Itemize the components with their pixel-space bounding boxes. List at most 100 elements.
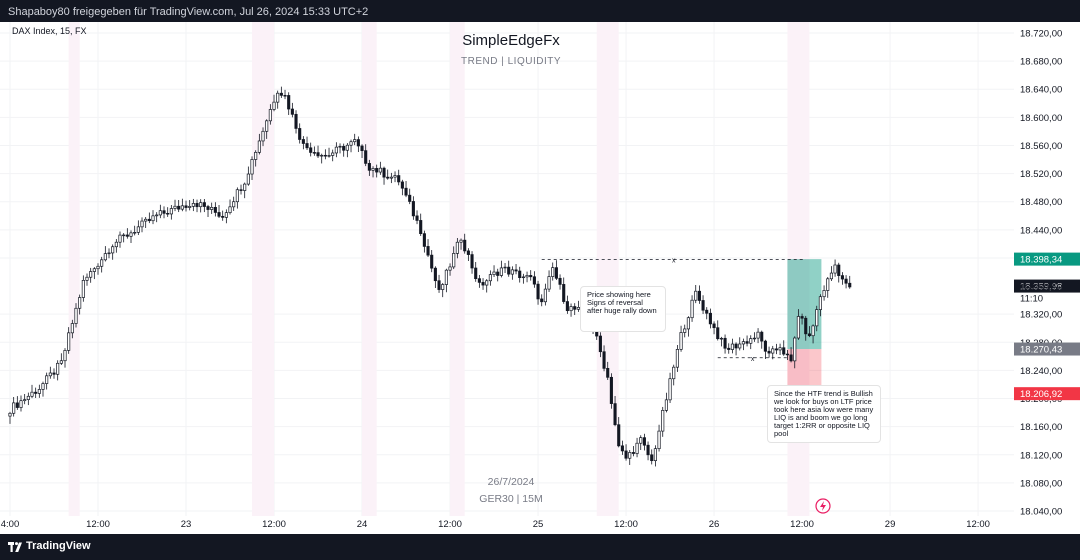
session-band — [252, 22, 275, 516]
candle-body — [265, 120, 269, 132]
price-tag-bg — [1014, 342, 1080, 356]
price-axis-canvas[interactable]: 18.720,00 18.680,00 18.640,00 18.600,00 18.5… — [1014, 22, 1080, 534]
candle-body — [96, 265, 100, 270]
price-tag-label: 18.359,50 — [1020, 282, 1062, 293]
candle-body — [411, 201, 415, 217]
candle-body — [430, 254, 434, 269]
candle-body — [719, 337, 723, 340]
candle-body — [276, 92, 280, 103]
candle-body — [840, 275, 844, 280]
candle-body — [558, 277, 562, 285]
candle-body — [705, 309, 709, 314]
candle-body — [477, 278, 481, 283]
liquidity-level-marker: x — [672, 257, 676, 264]
candle-body — [166, 212, 170, 215]
candle-body — [389, 176, 393, 179]
candle-body — [356, 139, 360, 147]
candle-body — [547, 276, 551, 290]
candle-body — [441, 284, 445, 290]
time-tick-label: 12:00 — [790, 519, 814, 530]
candle-body — [624, 450, 628, 459]
candle-body — [569, 306, 573, 312]
candle-body — [173, 205, 177, 209]
candle-body — [752, 337, 756, 340]
candle-body — [375, 168, 379, 173]
candle-body — [272, 101, 276, 110]
candle-body — [15, 402, 19, 408]
candle-body — [415, 215, 419, 221]
candle-body — [675, 349, 679, 368]
candle-body — [312, 152, 316, 154]
candle-body — [664, 399, 668, 411]
candle-body — [129, 232, 133, 237]
candle-body — [496, 271, 500, 276]
candle-body — [232, 201, 236, 208]
price-axis[interactable]: 18.720,00 18.680,00 18.640,00 18.600,00 18.5… — [1014, 22, 1080, 534]
candle-body — [782, 347, 786, 355]
price-tick-label: 18.600,00 — [1020, 113, 1062, 124]
publish-line: Shapaboy80 freigegeben für TradingView.c… — [8, 6, 369, 18]
candle-body — [848, 282, 852, 288]
chart-canvas[interactable]: xx 4:00 12:00 23 12:00 24 12:00 25 12:00 26 12:00… — [0, 22, 1014, 534]
candle-body — [316, 152, 320, 157]
symbol-label[interactable]: DAX Index, 15, FX — [12, 26, 87, 36]
candle-body — [349, 141, 353, 146]
footer-bar: TradingView — [0, 534, 1080, 560]
candle-body — [631, 452, 635, 454]
time-tick-label: 12:00 — [262, 519, 286, 530]
time-tick-label: 4:00 — [1, 519, 20, 530]
candle-body — [320, 154, 324, 157]
candle-body — [70, 323, 74, 334]
candle-body — [133, 231, 137, 234]
time-tick-label: 29 — [885, 519, 896, 530]
candle-body — [532, 276, 536, 285]
time-tick-label: 12:00 — [614, 519, 638, 530]
candle-body — [217, 212, 221, 217]
snapshot-icon[interactable] — [815, 498, 831, 514]
candle-body — [422, 233, 426, 247]
candle-body — [789, 354, 793, 362]
brand-label: TradingView — [26, 540, 91, 552]
candle-body — [771, 348, 775, 354]
candle-body — [81, 279, 85, 298]
candle-body — [210, 206, 214, 210]
candles — [8, 86, 852, 467]
candle-body — [378, 167, 382, 173]
note-reversal[interactable]: Price showing here Signs of reversal aft… — [580, 286, 666, 332]
candle-body — [85, 276, 89, 281]
time-axis: 4:00 12:00 23 12:00 24 12:00 25 12:00 26 12:00 29 1… — [1, 519, 990, 530]
candle-body — [382, 167, 386, 178]
candle-body — [353, 139, 357, 143]
candle-body — [730, 343, 734, 350]
candle-body — [114, 241, 118, 248]
candle-body — [74, 307, 78, 324]
candle-body — [507, 266, 511, 275]
candle-body — [459, 239, 463, 243]
price-tag-label: 18.359,98 — [1020, 282, 1062, 293]
candle-body — [397, 175, 401, 183]
candle-body — [243, 183, 247, 191]
candle-body — [635, 442, 639, 454]
candle-body — [426, 246, 430, 256]
candle-body — [697, 290, 701, 301]
candle-body — [708, 312, 712, 325]
candle-body — [23, 399, 27, 402]
note-htf-bias[interactable]: Since the HTF trend is Bullish we look f… — [767, 385, 881, 443]
candle-body — [529, 275, 533, 278]
candle-body — [620, 445, 624, 452]
watermark: SimpleEdgeFx TREND | LIQUIDITY 26/7/2024… — [461, 32, 561, 505]
candle-body — [452, 253, 456, 268]
candle-body — [686, 317, 690, 330]
candle-body — [653, 448, 657, 462]
candle-body — [67, 332, 71, 351]
candle-body — [279, 92, 283, 96]
candle-body — [151, 215, 155, 222]
candle-body — [609, 376, 613, 404]
candle-body — [433, 267, 437, 282]
candle-body — [598, 335, 602, 353]
candle-body — [811, 325, 815, 337]
candle-body — [408, 194, 412, 202]
price-tick-label: 18.320,00 — [1020, 310, 1062, 321]
candle-body — [125, 234, 129, 237]
